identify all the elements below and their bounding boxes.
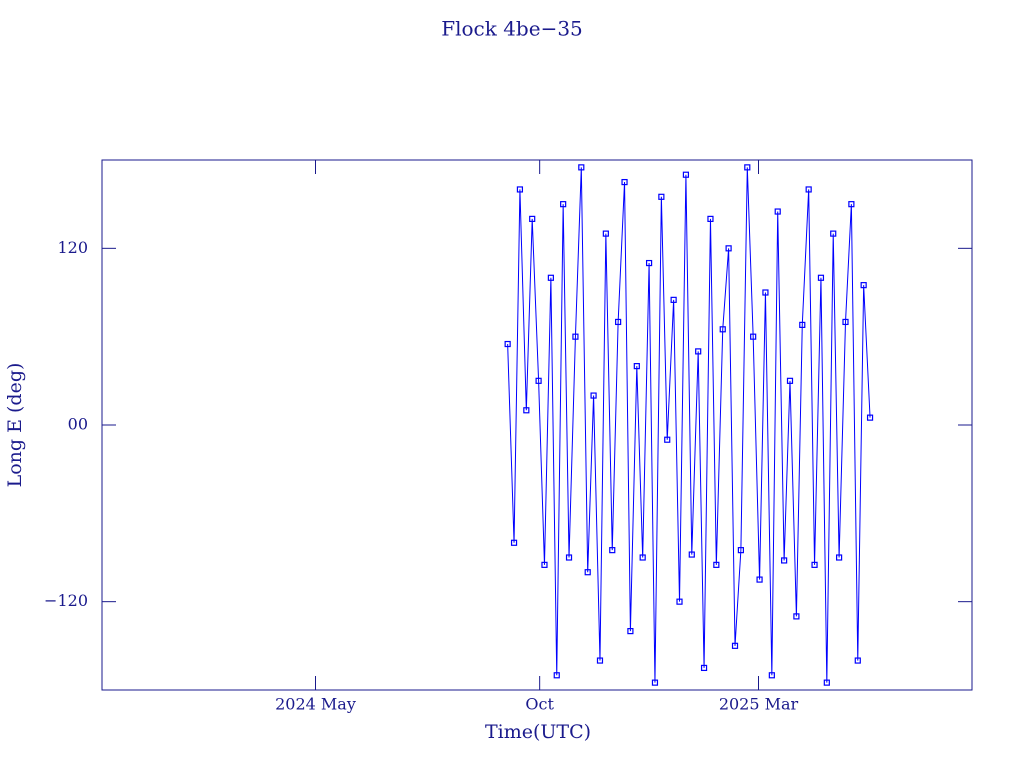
- data-point: [645, 259, 653, 267]
- data-point: [744, 164, 751, 171]
- data-point: [725, 245, 732, 252]
- data-point: [805, 186, 812, 193]
- data-point: [842, 318, 849, 326]
- data-point: [835, 554, 843, 561]
- data-point: [609, 547, 616, 554]
- data-point: [700, 664, 708, 672]
- data-point: [737, 547, 744, 554]
- plot-frame: [101, 159, 973, 691]
- data-point: [762, 289, 769, 296]
- data-point: [590, 392, 597, 399]
- x-tick-label: Oct: [525, 695, 554, 714]
- data-point: [602, 230, 609, 237]
- data-point: [768, 672, 775, 679]
- data-point: [547, 274, 554, 281]
- data-point: [572, 333, 579, 340]
- data-point: [860, 282, 867, 289]
- data-point: [750, 333, 757, 340]
- data-point: [560, 201, 567, 208]
- data-point: [688, 551, 695, 558]
- data-point: [774, 208, 781, 215]
- data-point: [866, 414, 874, 421]
- data-point: [529, 215, 536, 222]
- data-point: [830, 230, 837, 237]
- data-point: [516, 186, 524, 193]
- data-point: [793, 613, 800, 620]
- data-point: [695, 348, 702, 355]
- data-point: [707, 215, 714, 222]
- data-point: [823, 679, 830, 686]
- data-point: [676, 598, 683, 605]
- data-point: [811, 561, 818, 568]
- data-point: [621, 178, 628, 186]
- data-point: [713, 561, 720, 568]
- data-point: [799, 321, 806, 328]
- data-point: [541, 561, 548, 568]
- data-point: [756, 576, 763, 583]
- data-point: [854, 657, 861, 664]
- data-point: [578, 164, 585, 171]
- data-point: [786, 377, 794, 384]
- x-tick-label: 2024 May: [275, 695, 356, 714]
- data-point: [664, 436, 671, 443]
- y-axis-label: Long E (deg): [4, 363, 26, 488]
- data-point: [553, 672, 560, 679]
- data-point: [596, 657, 604, 664]
- data-point: [781, 557, 788, 564]
- data-point: [627, 628, 634, 635]
- data-point: [510, 539, 518, 546]
- data-point: [817, 274, 825, 281]
- x-tick-label: 2025 Mar: [719, 695, 799, 714]
- y-tick-label: 00: [68, 415, 88, 434]
- data-point: [504, 340, 511, 348]
- data-point: [639, 554, 646, 561]
- data-point: [719, 326, 726, 333]
- data-point: [848, 201, 855, 208]
- data-point: [633, 363, 640, 370]
- data-point: [535, 377, 542, 384]
- data-point: [584, 569, 591, 576]
- x-axis-label: Time(UTC): [485, 721, 591, 743]
- y-tick-label: −120: [44, 591, 88, 610]
- y-tick-label: 120: [57, 238, 88, 257]
- data-point: [565, 554, 573, 561]
- data-line: [507, 167, 871, 683]
- chart-title: Flock 4be−35: [441, 17, 583, 41]
- data-point: [731, 642, 739, 649]
- data-point: [658, 193, 665, 200]
- data-point: [615, 318, 622, 326]
- data-point: [651, 679, 659, 686]
- data-point: [523, 407, 530, 414]
- plot-area: [504, 164, 874, 686]
- data-point: [682, 171, 690, 178]
- data-point: [670, 296, 677, 303]
